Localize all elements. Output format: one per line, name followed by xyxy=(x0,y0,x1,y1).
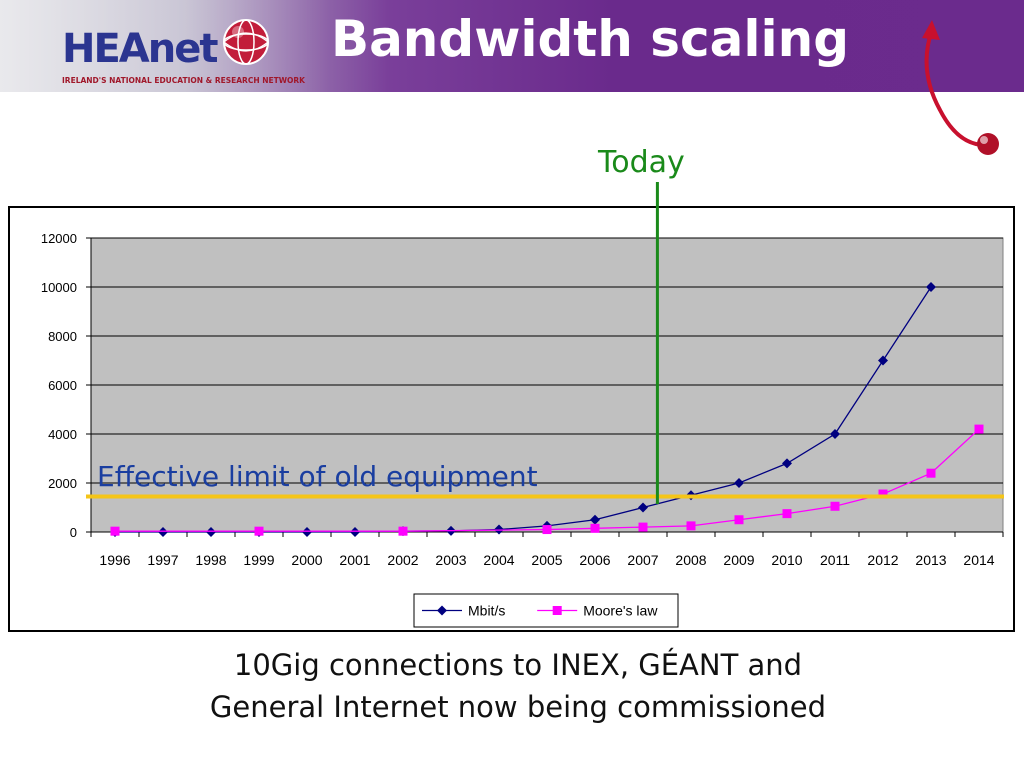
today-label: Today xyxy=(598,145,685,180)
legend-marker-2 xyxy=(552,606,562,615)
series-1-point xyxy=(782,458,792,469)
series-1-point xyxy=(590,514,600,525)
series-1-point xyxy=(830,429,840,439)
x-tick-label: 2013 xyxy=(915,552,946,568)
x-tick-label: 1997 xyxy=(147,552,178,568)
x-tick-label: 2014 xyxy=(963,552,994,568)
logo-tagline: IRELAND'S NATIONAL EDUCATION & RESEARCH … xyxy=(62,76,305,85)
banner-highlight xyxy=(0,0,330,92)
series-1-point xyxy=(158,526,168,537)
series-1-point xyxy=(638,502,648,513)
x-tick-label: 2011 xyxy=(820,552,850,568)
header-banner xyxy=(0,0,1024,92)
series-1-point xyxy=(302,526,312,537)
x-tick-label: 2012 xyxy=(867,552,898,568)
x-tick-label: 2000 xyxy=(291,552,322,568)
x-tick-label: 2006 xyxy=(579,552,610,568)
legend-label-1: Mbit/s xyxy=(468,603,505,619)
y-tick-label: 6000 xyxy=(48,378,77,393)
caption-line-2: General Internet now being commissioned xyxy=(209,690,827,724)
slide-caption: 10Gig connections to INEX, GÉANT and Gen… xyxy=(100,644,936,728)
swoosh-arrow-icon xyxy=(922,20,999,155)
series-2-point xyxy=(638,522,648,532)
heanet-logo: HEAnet IRELAND'S NATIONAL EDUCATION & RE… xyxy=(48,10,305,88)
x-tick-label: 2007 xyxy=(627,552,658,568)
series-2-point xyxy=(926,468,936,478)
x-tick-label: 2005 xyxy=(531,552,562,568)
x-tick-label: 2008 xyxy=(675,552,706,568)
series-2-point xyxy=(254,526,264,536)
series-2-point xyxy=(734,515,744,525)
series-2-point xyxy=(782,509,792,519)
series-2-point xyxy=(878,489,888,499)
series-2-point xyxy=(542,525,552,535)
logo-wordmark: HEAnet xyxy=(62,26,218,72)
slide-title: Bandwidth scaling xyxy=(330,10,850,68)
x-tick-label: 2001 xyxy=(339,552,370,568)
series-1-point xyxy=(734,478,744,488)
series-2-point xyxy=(398,526,408,536)
y-tick-label: 0 xyxy=(70,525,77,540)
series-2-point xyxy=(974,424,984,434)
x-tick-label: 2010 xyxy=(771,552,802,568)
series-2-point xyxy=(830,501,840,511)
x-tick-label: 2004 xyxy=(483,552,514,568)
x-tick-label: 1996 xyxy=(99,552,130,568)
y-tick-label: 12000 xyxy=(41,231,77,246)
series-1-point xyxy=(206,526,216,537)
y-tick-label: 8000 xyxy=(48,329,77,344)
series-1-point xyxy=(350,526,360,537)
legend-label-2: Moore's law xyxy=(583,603,658,619)
legend-marker-1 xyxy=(437,605,447,616)
series-2-point xyxy=(110,526,120,536)
x-tick-label: 1998 xyxy=(195,552,226,568)
series-2-point xyxy=(590,523,600,533)
y-tick-label: 2000 xyxy=(48,476,77,491)
series-line-1 xyxy=(115,286,932,533)
x-tick-label: 2002 xyxy=(387,552,418,568)
limit-label: Effective limit of old equipment xyxy=(97,460,538,493)
series-1-point xyxy=(878,355,888,366)
globe-icon xyxy=(223,19,269,65)
y-tick-label: 10000 xyxy=(41,280,77,295)
x-tick-label: 2009 xyxy=(723,552,754,568)
y-tick-label: 4000 xyxy=(48,427,77,442)
x-tick-label: 2003 xyxy=(435,552,466,568)
caption-line-1: 10Gig connections to INEX, GÉANT and xyxy=(233,648,803,682)
series-2-point xyxy=(686,521,696,531)
series-1-point xyxy=(926,282,936,292)
x-tick-label: 1999 xyxy=(243,552,274,568)
